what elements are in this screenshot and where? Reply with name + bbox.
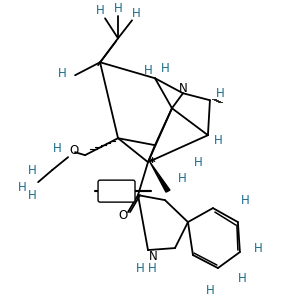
Text: H: H: [58, 67, 67, 80]
Text: H: H: [148, 262, 156, 274]
Text: O: O: [118, 208, 128, 222]
Text: N: N: [178, 82, 187, 95]
Text: H: H: [241, 194, 249, 207]
Text: H: H: [213, 134, 222, 147]
Text: O: O: [70, 144, 79, 157]
Text: H: H: [96, 4, 104, 17]
Text: H: H: [237, 271, 246, 285]
Text: H: H: [178, 172, 186, 185]
Text: H: H: [194, 156, 202, 169]
Text: H: H: [205, 284, 214, 297]
FancyBboxPatch shape: [98, 180, 135, 202]
Text: H: H: [53, 142, 62, 155]
Text: N: N: [149, 250, 157, 262]
Text: H: H: [215, 87, 224, 100]
Text: H: H: [18, 181, 27, 194]
Text: H: H: [136, 262, 144, 274]
Text: H: H: [161, 62, 169, 75]
Text: H: H: [253, 242, 262, 255]
Polygon shape: [150, 162, 170, 192]
Text: H: H: [28, 164, 36, 177]
Text: ✱: ✱: [149, 156, 155, 165]
Text: H: H: [144, 64, 152, 77]
Text: Ab: Ab: [110, 186, 123, 196]
Text: H: H: [132, 7, 140, 20]
Text: H: H: [28, 188, 36, 202]
Text: H: H: [114, 2, 123, 15]
